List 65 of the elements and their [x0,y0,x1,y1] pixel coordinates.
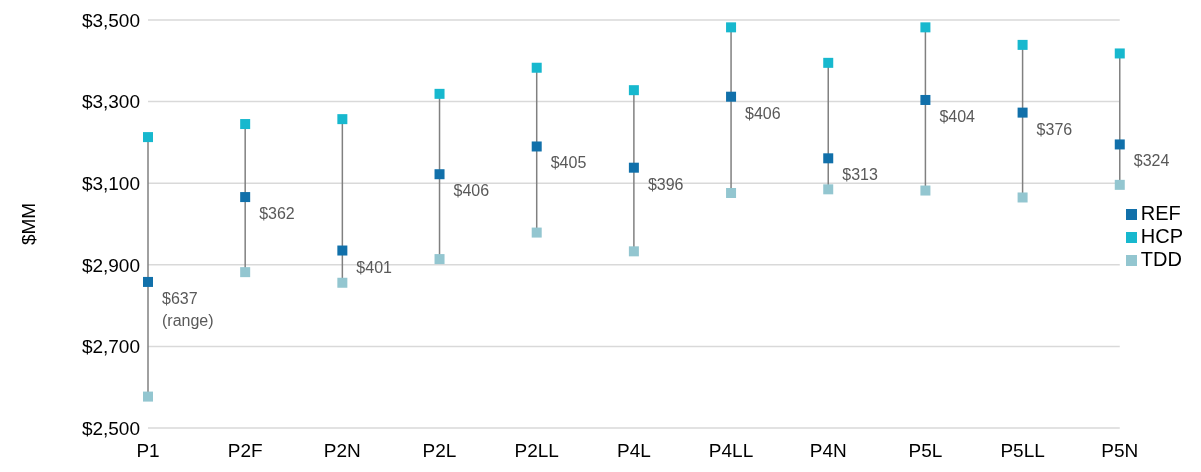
annotation: $324 [1133,152,1170,170]
point [823,57,834,68]
point [628,162,639,173]
point [531,141,542,152]
point [628,85,639,96]
point [240,267,251,278]
y-tick-label: $2,500 [81,417,140,439]
point [726,91,737,102]
x-tick-label: P5L [908,440,943,462]
point [1114,48,1125,59]
point [531,62,542,73]
y-tick-label: $3,500 [81,9,140,31]
point [1017,107,1028,118]
x-tick-label: P5LL [1000,440,1045,462]
point [726,187,737,198]
y-tick-label: $2,700 [81,336,140,358]
point [920,185,931,196]
legend-label: TDD [1140,247,1182,270]
annotation: $404 [939,107,976,125]
annotation: $406 [453,182,490,200]
point [920,94,931,105]
point [143,276,153,287]
point [1017,192,1028,203]
point [143,391,153,402]
x-tick-label: P5N [1101,440,1139,462]
point [1114,179,1125,190]
point [628,246,639,257]
annotation: $637 (range) [162,289,214,329]
annotation: $313 [842,166,878,184]
point [337,245,348,256]
annotation: $401 [356,258,393,276]
point [143,132,153,143]
point [240,192,251,203]
annotation: $376 [1036,120,1073,138]
x-tick-label: P4N [809,440,847,462]
point [823,153,834,164]
x-tick-label: P4L [616,440,651,462]
y-tick-label: $3,300 [81,91,140,113]
point [1017,39,1028,50]
x-tick-label: P4LL [708,440,754,462]
x-tick-label: P2L [422,440,457,462]
point [337,114,348,125]
x-tick-label: P2F [227,440,263,462]
x-tick-label: P1 [136,440,160,462]
point [240,119,251,130]
y-axis-title: $MM [17,202,39,246]
legend-label: REF [1140,201,1181,224]
annotation: $405 [550,154,587,172]
y-tick-label: $2,900 [81,254,140,276]
point [726,22,737,33]
annotation: $396 [647,175,684,193]
x-tick-label: P2N [323,440,361,462]
point [531,227,542,238]
legend-label: HCP [1140,224,1183,247]
point [434,88,445,99]
y-tick-label: $3,100 [81,172,140,194]
point [434,254,445,265]
annotation: $362 [259,205,295,223]
x-tick-label: P2LL [514,440,559,462]
point [1114,139,1125,150]
point [337,277,348,288]
point [823,184,834,195]
point [920,22,931,33]
annotation: $406 [745,104,781,122]
point [434,169,445,180]
